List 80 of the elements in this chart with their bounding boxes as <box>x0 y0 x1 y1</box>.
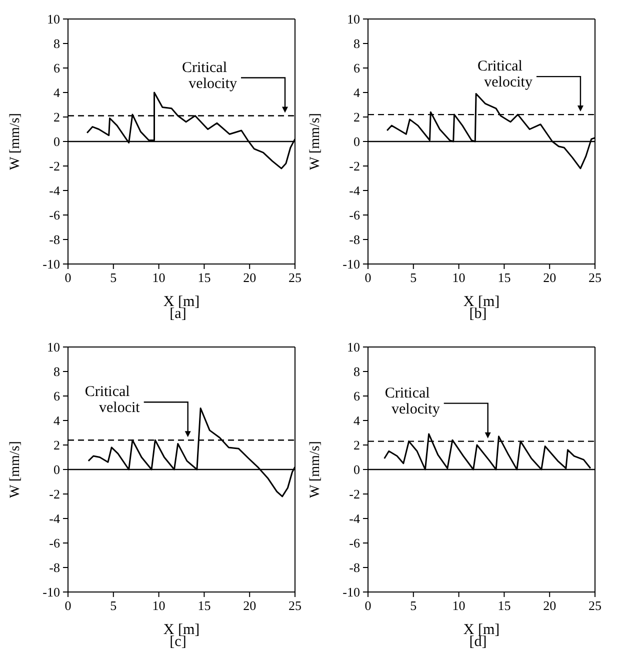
y-tick-label: -10 <box>342 584 360 600</box>
x-tick-label: 25 <box>588 598 602 614</box>
y-tick-label: -6 <box>49 208 60 223</box>
x-tick-label: 5 <box>110 598 117 614</box>
text: [c] <box>168 634 186 651</box>
y-tick-label: -6 <box>349 536 360 551</box>
x-tick-label: 0 <box>364 270 372 286</box>
y-axis-title: W [mm/s] <box>8 441 23 498</box>
text: [d] <box>468 634 487 651</box>
y-tick-label: 2 <box>54 110 60 125</box>
y-tick-label: -2 <box>349 158 360 174</box>
x-tick-label: 0 <box>364 598 372 614</box>
y-tick-label: 4 <box>54 413 60 428</box>
y-tick-label: 2 <box>354 438 360 453</box>
y-tick-label: 8 <box>354 36 360 52</box>
y-tick-label: -6 <box>349 208 360 223</box>
y-tick-label: -2 <box>349 486 360 502</box>
y-tick-label: -4 <box>49 183 60 198</box>
y-tick-label: 10 <box>347 340 360 355</box>
annotation: Critical velocity <box>182 60 238 92</box>
y-tick-label: 0 <box>354 134 360 150</box>
x-tick-label: 10 <box>452 598 466 614</box>
x-tick-label: 5 <box>110 270 117 286</box>
annotation: Critical velocity <box>477 58 533 91</box>
y-tick-label: 4 <box>54 85 60 100</box>
x-tick-label: 5 <box>410 270 417 286</box>
x-tick-label: 15 <box>198 598 211 614</box>
y-tick-label: 2 <box>354 110 360 125</box>
y-tick-label: 6 <box>54 60 60 76</box>
y-tick-label: 6 <box>54 388 60 404</box>
x-tick-label: 15 <box>498 598 511 614</box>
text: [b] <box>468 306 487 323</box>
y-tick-label: -2 <box>49 158 60 174</box>
x-tick-label: 15 <box>198 270 211 286</box>
y-tick-label: 0 <box>54 134 60 150</box>
x-tick-label: 5 <box>410 598 417 614</box>
y-tick-label: 10 <box>47 340 60 355</box>
y-axis-title: W [mm/s] <box>308 441 323 498</box>
y-tick-label: -4 <box>349 511 360 526</box>
x-tick-label: 25 <box>588 270 602 286</box>
y-tick-label: 2 <box>54 438 60 453</box>
text: [a] <box>168 306 186 323</box>
annotation: Critical velocit <box>84 384 141 416</box>
y-tick-label: 10 <box>47 12 60 27</box>
y-tick-label: 6 <box>354 60 360 76</box>
y-tick-label: 0 <box>354 462 360 478</box>
y-tick-label: -8 <box>49 560 60 576</box>
y-tick-label: 10 <box>347 12 360 27</box>
x-tick-label: 10 <box>152 270 166 286</box>
x-tick-label: 0 <box>64 598 72 614</box>
x-tick-label: 15 <box>498 270 511 286</box>
y-tick-label: -10 <box>42 256 60 272</box>
y-tick-label: -8 <box>49 232 60 248</box>
y-tick-label: -10 <box>42 584 60 600</box>
annotation: Critical velocity <box>384 385 440 418</box>
x-tick-label: 20 <box>243 598 256 614</box>
y-axis-title: W [mm/s] <box>8 113 23 170</box>
y-tick-label: -8 <box>349 232 360 248</box>
x-tick-label: 20 <box>543 598 556 614</box>
y-tick-label: 6 <box>354 388 360 404</box>
x-tick-label: 10 <box>152 598 166 614</box>
y-tick-label: 4 <box>354 413 360 428</box>
y-tick-label: 8 <box>54 364 60 380</box>
y-tick-label: -2 <box>49 486 60 502</box>
y-tick-label: 0 <box>54 462 60 478</box>
x-tick-label: 20 <box>243 270 256 286</box>
x-tick-label: 25 <box>288 598 302 614</box>
y-tick-label: -8 <box>349 560 360 576</box>
y-axis-title: W [mm/s] <box>308 113 323 170</box>
y-tick-label: -10 <box>342 256 360 272</box>
y-tick-label: 8 <box>354 364 360 380</box>
x-tick-label: 10 <box>452 270 466 286</box>
y-tick-label: -6 <box>49 536 60 551</box>
y-tick-label: 8 <box>54 36 60 52</box>
x-tick-label: 0 <box>64 270 72 286</box>
x-tick-label: 25 <box>288 270 302 286</box>
y-tick-label: 4 <box>354 85 360 100</box>
x-tick-label: 20 <box>543 270 556 286</box>
y-tick-label: -4 <box>49 511 60 526</box>
y-tick-label: -4 <box>349 183 360 198</box>
